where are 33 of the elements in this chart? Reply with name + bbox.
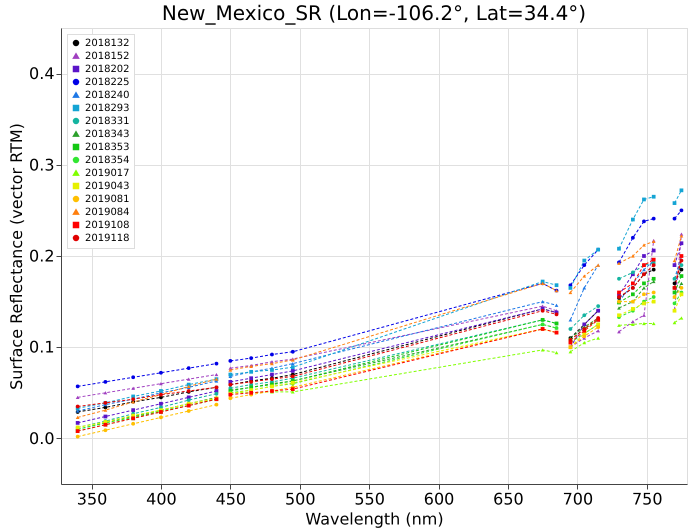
legend-label: 2018293 bbox=[85, 103, 130, 114]
y-tick-label: 0.4 bbox=[29, 64, 54, 84]
x-tick-label: 500 bbox=[284, 490, 316, 508]
x-tick-label: 450 bbox=[216, 490, 246, 508]
legend-label: 2019081 bbox=[85, 194, 130, 205]
y-tick-label: 0.1 bbox=[29, 338, 54, 357]
legend-label: 2018225 bbox=[85, 77, 130, 88]
legend-label: 2018331 bbox=[85, 116, 130, 127]
legend-label: 2018152 bbox=[85, 51, 130, 62]
legend-label: 2019084 bbox=[85, 207, 130, 218]
x-tick-label: 650 bbox=[493, 490, 524, 508]
x-tick-label: 350 bbox=[76, 490, 108, 508]
legend-label: 2019017 bbox=[85, 168, 130, 179]
legend-label: 2018202 bbox=[85, 64, 130, 75]
y-tick-label: 0.3 bbox=[29, 155, 54, 174]
x-tick-label: 550 bbox=[354, 490, 385, 508]
x-tick-label: 400 bbox=[146, 490, 177, 508]
legend-label: 2019043 bbox=[85, 181, 130, 192]
y-tick-label: 0.2 bbox=[29, 246, 54, 266]
y-tick-label: 0.0 bbox=[29, 428, 54, 448]
legend-label: 2018132 bbox=[85, 38, 130, 49]
x-tick-label: 600 bbox=[424, 490, 454, 508]
legend-label: 2019118 bbox=[85, 233, 130, 244]
x-axis-title: Wavelength (nm) bbox=[305, 510, 444, 528]
legend-label: 2019108 bbox=[85, 220, 130, 231]
y-axis-title: Surface Reflectance (vector RTM) bbox=[7, 123, 26, 390]
x-tick-label: 700 bbox=[562, 490, 594, 508]
chart-title: New_Mexico_SR (Lon=-106.2°, Lat=34.4°) bbox=[162, 1, 586, 25]
legend-label: 2018343 bbox=[85, 129, 130, 140]
x-tick-label: 750 bbox=[632, 490, 663, 508]
legend-label: 2018240 bbox=[85, 90, 130, 101]
legend-label: 2018353 bbox=[85, 142, 130, 153]
legend-label: 2018354 bbox=[85, 155, 130, 166]
